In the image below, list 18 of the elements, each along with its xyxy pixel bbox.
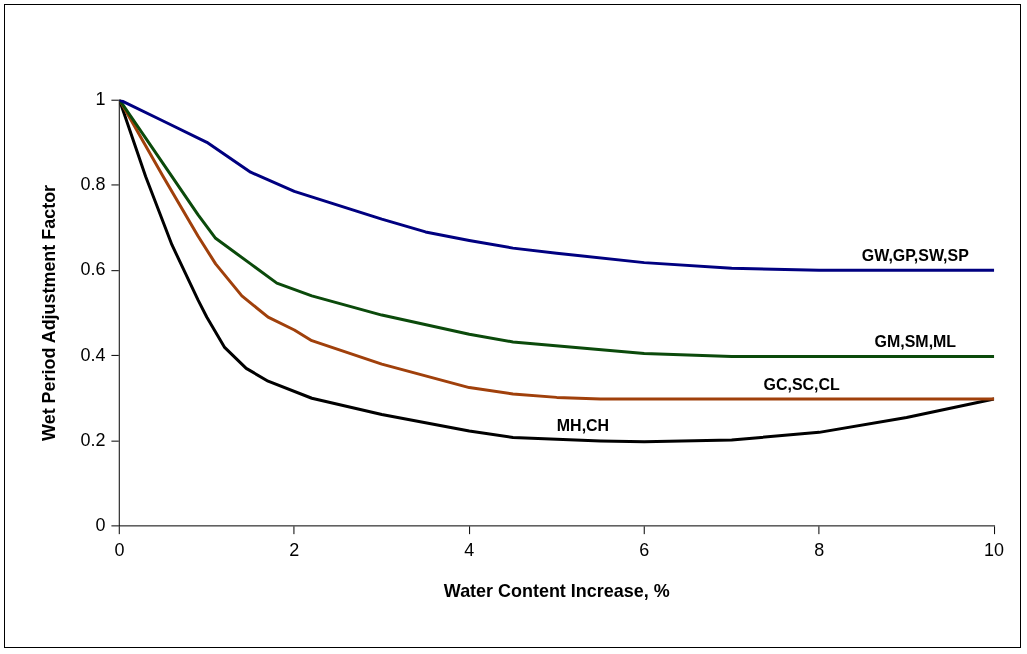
y-tick-label: 0.8 <box>80 173 106 194</box>
series-label: GM,SM,ML <box>874 332 957 350</box>
x-axis-title: Water Content Increase, % <box>443 581 670 602</box>
series-label: GW,GP,SW,SP <box>861 246 970 264</box>
x-tick-label: 6 <box>639 539 650 560</box>
x-tick-label: 4 <box>464 539 475 560</box>
y-tick-label: 0.2 <box>80 429 106 450</box>
y-tick-label: 1 <box>95 88 106 109</box>
x-tick-label: 2 <box>289 539 300 560</box>
x-tick-label: 0 <box>114 539 125 560</box>
x-tick-label: 8 <box>814 539 825 560</box>
y-tick-label: 0.4 <box>80 344 106 365</box>
series-label: GC,SC,CL <box>763 375 840 393</box>
y-axis-title: Wet Period Adjustment Factor <box>38 184 59 441</box>
series-label: MH,CH <box>556 416 610 434</box>
x-tick-label: 10 <box>984 539 1005 560</box>
y-tick-label: 0.6 <box>80 259 106 280</box>
y-tick-label: 0 <box>95 515 106 536</box>
